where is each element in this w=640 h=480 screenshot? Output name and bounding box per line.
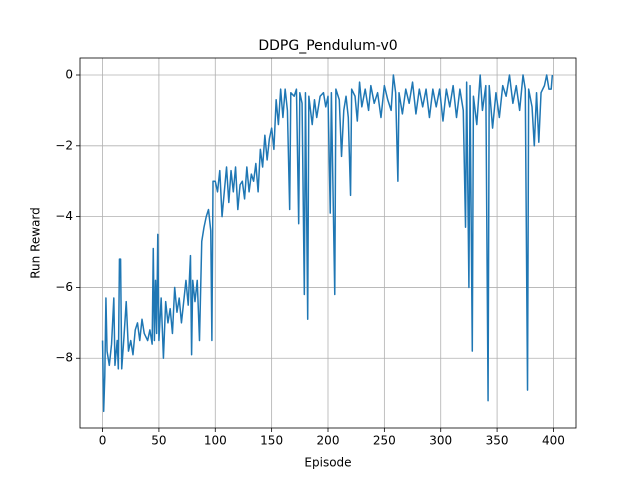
x-tick-label: 250 [373, 434, 396, 448]
y-tick-label: −4 [55, 209, 73, 223]
x-tick-label: 100 [204, 434, 227, 448]
data-line [101, 74, 554, 413]
x-tick-label: 400 [542, 434, 565, 448]
x-tick-label: 150 [260, 434, 283, 448]
plot-frame [79, 57, 577, 429]
x-tick-label: 350 [486, 434, 509, 448]
x-tick-label: 0 [99, 434, 107, 448]
chart-title: DDPG_Pendulum-v0 [258, 38, 397, 54]
x-axis-label: Episode [304, 456, 351, 470]
y-tick-label: −2 [55, 138, 73, 152]
x-tick-label: 50 [151, 434, 166, 448]
y-tick-label: −6 [55, 280, 73, 294]
y-tick-label: −8 [55, 351, 73, 365]
y-axis-label: Run Reward [29, 207, 43, 279]
x-tick-label: 300 [429, 434, 452, 448]
x-tick-label: 200 [317, 434, 340, 448]
y-tick-label: 0 [65, 67, 73, 81]
